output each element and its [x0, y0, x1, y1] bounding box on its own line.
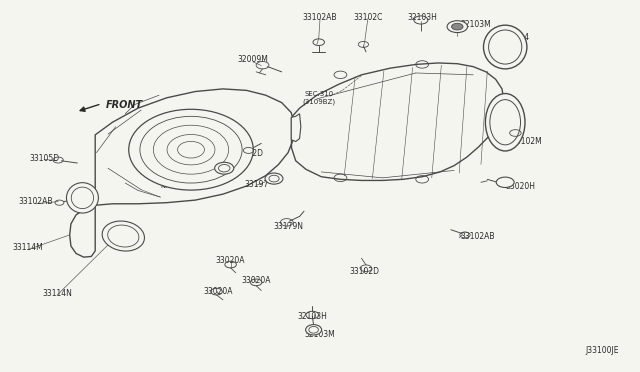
Text: (3109BZ): (3109BZ) [302, 98, 335, 105]
Text: 33102AB: 33102AB [303, 13, 337, 22]
Text: 33020A: 33020A [203, 287, 232, 296]
Ellipse shape [129, 109, 253, 190]
Text: 33102M: 33102M [511, 137, 542, 146]
Text: 09922-29000: 09922-29000 [152, 176, 191, 181]
Polygon shape [291, 114, 301, 141]
Text: 32009M: 32009M [237, 55, 268, 64]
Polygon shape [291, 63, 504, 180]
Text: J33100JE: J33100JE [586, 346, 619, 355]
Ellipse shape [67, 183, 99, 213]
Text: 33102D: 33102D [234, 149, 264, 158]
Text: 33020A: 33020A [216, 256, 245, 265]
Text: 33102AB: 33102AB [461, 231, 495, 241]
Text: RING(1): RING(1) [160, 183, 184, 189]
Text: 33102D: 33102D [349, 267, 380, 276]
Text: 33020H: 33020H [505, 182, 535, 190]
Text: 33105D: 33105D [29, 154, 59, 163]
Circle shape [447, 21, 467, 33]
Text: 32103H: 32103H [298, 312, 327, 321]
Ellipse shape [265, 173, 283, 184]
Text: FRONT: FRONT [106, 100, 143, 110]
Circle shape [496, 177, 514, 187]
Text: 33105: 33105 [160, 164, 184, 173]
Text: 33114M: 33114M [12, 243, 43, 251]
Polygon shape [70, 89, 294, 257]
Text: 33114N: 33114N [42, 289, 72, 298]
Text: 33102AB: 33102AB [19, 197, 53, 206]
Text: 32103M: 32103M [461, 20, 492, 29]
Text: 33197: 33197 [244, 180, 268, 189]
Ellipse shape [214, 162, 234, 174]
Ellipse shape [102, 221, 145, 251]
Text: 33179N: 33179N [273, 221, 303, 231]
Ellipse shape [306, 325, 321, 335]
Circle shape [452, 23, 463, 30]
Text: 33102C: 33102C [353, 13, 383, 22]
Ellipse shape [483, 25, 527, 69]
Text: 33020A: 33020A [241, 276, 271, 285]
Text: SEC.310: SEC.310 [304, 91, 333, 97]
Ellipse shape [485, 93, 525, 151]
Text: 32103M: 32103M [305, 330, 335, 339]
Text: 33114: 33114 [505, 33, 529, 42]
Text: 32103H: 32103H [407, 13, 437, 22]
